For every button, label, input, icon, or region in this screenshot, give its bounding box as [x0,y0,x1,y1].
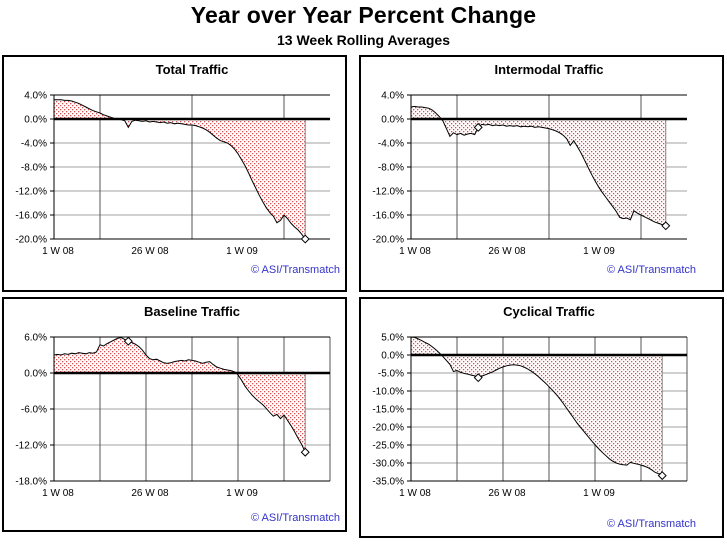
chart-title: Baseline Traffic [143,304,241,319]
chart-title: Cyclical Traffic [503,304,595,319]
svg-text:-4.0%: -4.0% [378,139,404,150]
svg-text:-12.0%: -12.0% [372,187,404,198]
chart-title: Total Traffic [155,62,229,77]
svg-text:-15.0%: -15.0% [372,405,404,416]
chart-panel-baseline-traffic: Baseline Traffic 6.0% 0.0% -6.0% -12.0% -18.… [2,297,347,532]
diamond-marker [657,471,667,481]
total-traffic-plot: 4.0%0.0%-4.0%-8.0%-12.0%-16.0%-20.0%1 W … [15,91,330,257]
svg-text:0.0%: 0.0% [24,369,47,380]
svg-text:4.0%: 4.0% [381,91,404,102]
svg-text:-10.0%: -10.0% [372,387,404,398]
svg-text:-30.0%: -30.0% [372,459,404,470]
svg-text:1 W 09: 1 W 09 [583,488,615,499]
intermodal-traffic-plot: 4.0%0.0%-4.0%-8.0%-12.0%-16.0%-20.0%1 W … [372,91,687,257]
svg-text:1 W 09: 1 W 09 [226,246,258,257]
svg-text:1 W 08: 1 W 08 [42,246,74,257]
svg-text:-12.0%: -12.0% [15,441,47,452]
svg-text:-35.0%: -35.0% [372,477,404,488]
svg-text:1 W 09: 1 W 09 [583,246,615,257]
svg-text:-20.0%: -20.0% [372,423,404,434]
attribution-text: © ASI/Transmatch [250,264,340,276]
svg-text:-6.0%: -6.0% [21,405,47,416]
diamond-marker [300,447,310,457]
chart-title: Intermodal Traffic [494,62,604,77]
svg-text:-8.0%: -8.0% [378,163,404,174]
attribution-text: © ASI/Transmatch [606,518,696,530]
svg-text:0.0%: 0.0% [381,115,404,126]
svg-text:-8.0%: -8.0% [21,163,47,174]
cyclical-traffic-plot: 5.0% 0.0% -5.0% -10.0% -15.0% -20.0% -25.0% -30… [372,333,688,499]
diamond-marker [661,221,671,231]
diamond-marker [300,234,310,244]
svg-text:26 W 08: 26 W 08 [131,246,169,257]
svg-text:26 W 08: 26 W 08 [488,246,526,257]
attribution-text: © ASI/Transmatch [606,264,696,276]
svg-text:-18.0%: -18.0% [15,477,47,488]
svg-text:1 W 08: 1 W 08 [399,488,431,499]
baseline-traffic-plot: 6.0% 0.0% -6.0% -12.0% -18.0%1 W 08 26 W 08 1 … [15,333,331,499]
svg-text:26 W 08: 26 W 08 [488,488,526,499]
svg-text:5.0%: 5.0% [381,333,404,344]
svg-text:-16.0%: -16.0% [372,211,404,222]
svg-text:-12.0%: -12.0% [15,187,47,198]
svg-text:1 W 09: 1 W 09 [226,488,258,499]
chart-panel-total-traffic: Total Traffic 4.0% 0.0% -4.0% -8.0% -12.0% -1… [2,55,347,292]
svg-text:1 W 08: 1 W 08 [42,488,74,499]
diamond-marker [123,336,133,346]
svg-text:-16.0%: -16.0% [15,211,47,222]
page-subtitle: 13 Week Rolling Averages [277,32,450,48]
svg-text:-20.0%: -20.0% [15,235,47,246]
svg-text:-25.0%: -25.0% [372,441,404,452]
svg-text:0.0%: 0.0% [24,115,47,126]
chart-panel-cyclical-traffic: Cyclical Traffic 5.0% 0.0% -5.0% -10.0% -15.… [359,297,724,538]
svg-text:6.0%: 6.0% [24,333,47,344]
svg-text:-4.0%: -4.0% [21,139,47,150]
svg-text:4.0%: 4.0% [24,91,47,102]
chart-panel-intermodal-traffic: Intermodal Traffic 4.0% 0.0% -4.0% -8.0% -12… [359,55,724,292]
svg-text:0.0%: 0.0% [381,351,404,362]
page-title: Year over Year Percent Change [190,2,537,28]
attribution-text: © ASI/Transmatch [250,512,340,524]
svg-text:1 W 08: 1 W 08 [399,246,431,257]
svg-text:-5.0%: -5.0% [378,369,404,380]
diamond-marker [473,373,483,383]
diamond-marker [473,122,483,132]
svg-text:-20.0%: -20.0% [372,235,404,246]
svg-text:26 W 08: 26 W 08 [131,488,169,499]
